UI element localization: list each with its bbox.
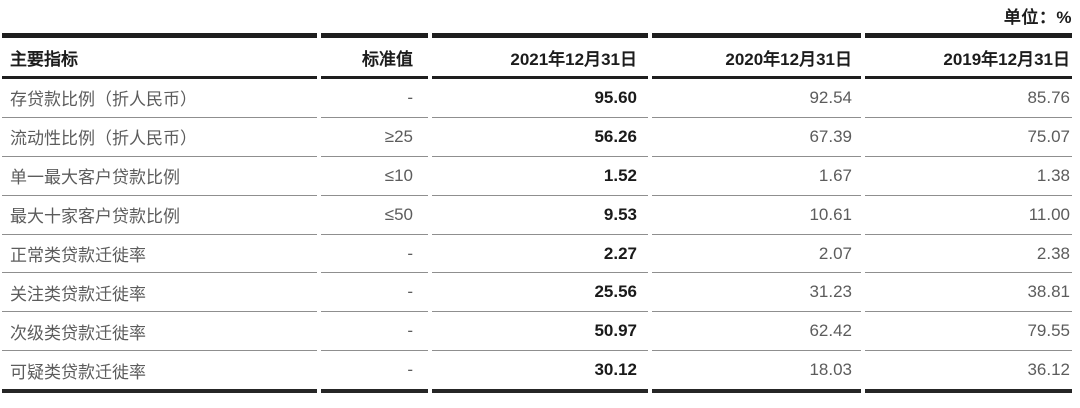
cell-value-2020: 10.61 (652, 196, 861, 235)
table-row: 正常类贷款迁徙率 - 2.27 2.07 2.38 (2, 235, 1072, 274)
cell-value-2021: 25.56 (432, 273, 648, 313)
cell-value-2019: 79.55 (865, 312, 1072, 352)
cell-standard-value: ≥25 (321, 118, 428, 157)
cell-value-2020: 62.42 (652, 312, 861, 352)
cell-value-2019: 36.12 (865, 351, 1072, 394)
table-row: 可疑类贷款迁徙率 - 30.12 18.03 36.12 (2, 351, 1072, 394)
cell-value-2019: 11.00 (865, 196, 1072, 235)
cell-value-2020: 1.67 (652, 157, 861, 196)
header-cell-date-2021: 2021年12月31日 (432, 33, 648, 79)
table-row: 单一最大客户贷款比例 ≤10 1.52 1.67 1.38 (2, 157, 1072, 196)
header-cell-date-2019: 2019年12月31日 (865, 33, 1072, 79)
cell-indicator: 可疑类贷款迁徙率 (2, 351, 317, 394)
cell-standard-value: - (321, 273, 428, 313)
cell-value-2019: 2.38 (865, 235, 1072, 274)
table-header-row: 主要指标 标准值 2021年12月31日 2020年12月31日 2019年12… (2, 33, 1072, 79)
cell-value-2021: 1.52 (432, 157, 648, 196)
table-row: 次级类贷款迁徙率 - 50.97 62.42 79.55 (2, 312, 1072, 352)
table-row: 流动性比例（折人民币） ≥25 56.26 67.39 75.07 (2, 118, 1072, 157)
cell-indicator: 存贷款比例（折人民币） (2, 79, 317, 118)
cell-standard-value: - (321, 351, 428, 394)
table-row: 最大十家客户贷款比例 ≤50 9.53 10.61 11.00 (2, 196, 1072, 235)
cell-value-2020: 31.23 (652, 273, 861, 313)
financial-indicators-table: 主要指标 标准值 2021年12月31日 2020年12月31日 2019年12… (2, 33, 1072, 394)
cell-value-2021: 50.97 (432, 312, 648, 352)
cell-value-2020: 92.54 (652, 79, 861, 118)
header-cell-indicator: 主要指标 (2, 33, 317, 79)
cell-indicator: 最大十家客户贷款比例 (2, 196, 317, 235)
cell-indicator: 流动性比例（折人民币） (2, 118, 317, 157)
cell-standard-value: ≤10 (321, 157, 428, 196)
cell-value-2021: 2.27 (432, 235, 648, 274)
cell-value-2021: 9.53 (432, 196, 648, 235)
cell-standard-value: - (321, 235, 428, 274)
unit-label: 单位：% (1003, 8, 1072, 27)
table-body: 存贷款比例（折人民币） - 95.60 92.54 85.76 流动性比例（折人… (2, 79, 1072, 394)
cell-value-2019: 75.07 (865, 118, 1072, 157)
cell-value-2020: 67.39 (652, 118, 861, 157)
cell-standard-value: - (321, 79, 428, 118)
cell-value-2021: 56.26 (432, 118, 648, 157)
cell-value-2020: 18.03 (652, 351, 861, 394)
cell-indicator: 关注类贷款迁徙率 (2, 273, 317, 313)
header-cell-standard-value: 标准值 (321, 33, 428, 79)
table-row: 存贷款比例（折人民币） - 95.60 92.54 85.76 (2, 79, 1072, 118)
cell-value-2019: 1.38 (865, 157, 1072, 196)
cell-value-2019: 38.81 (865, 273, 1072, 313)
cell-value-2021: 30.12 (432, 351, 648, 394)
header-cell-date-2020: 2020年12月31日 (652, 33, 861, 79)
cell-value-2021: 95.60 (432, 79, 648, 118)
table-row: 关注类贷款迁徙率 - 25.56 31.23 38.81 (2, 273, 1072, 313)
cell-standard-value: ≤50 (321, 196, 428, 235)
cell-value-2019: 85.76 (865, 79, 1072, 118)
cell-indicator: 正常类贷款迁徙率 (2, 235, 317, 274)
cell-standard-value: - (321, 312, 428, 352)
table-header: 主要指标 标准值 2021年12月31日 2020年12月31日 2019年12… (2, 33, 1072, 79)
cell-indicator: 单一最大客户贷款比例 (2, 157, 317, 196)
cell-value-2020: 2.07 (652, 235, 861, 274)
cell-indicator: 次级类贷款迁徙率 (2, 312, 317, 352)
